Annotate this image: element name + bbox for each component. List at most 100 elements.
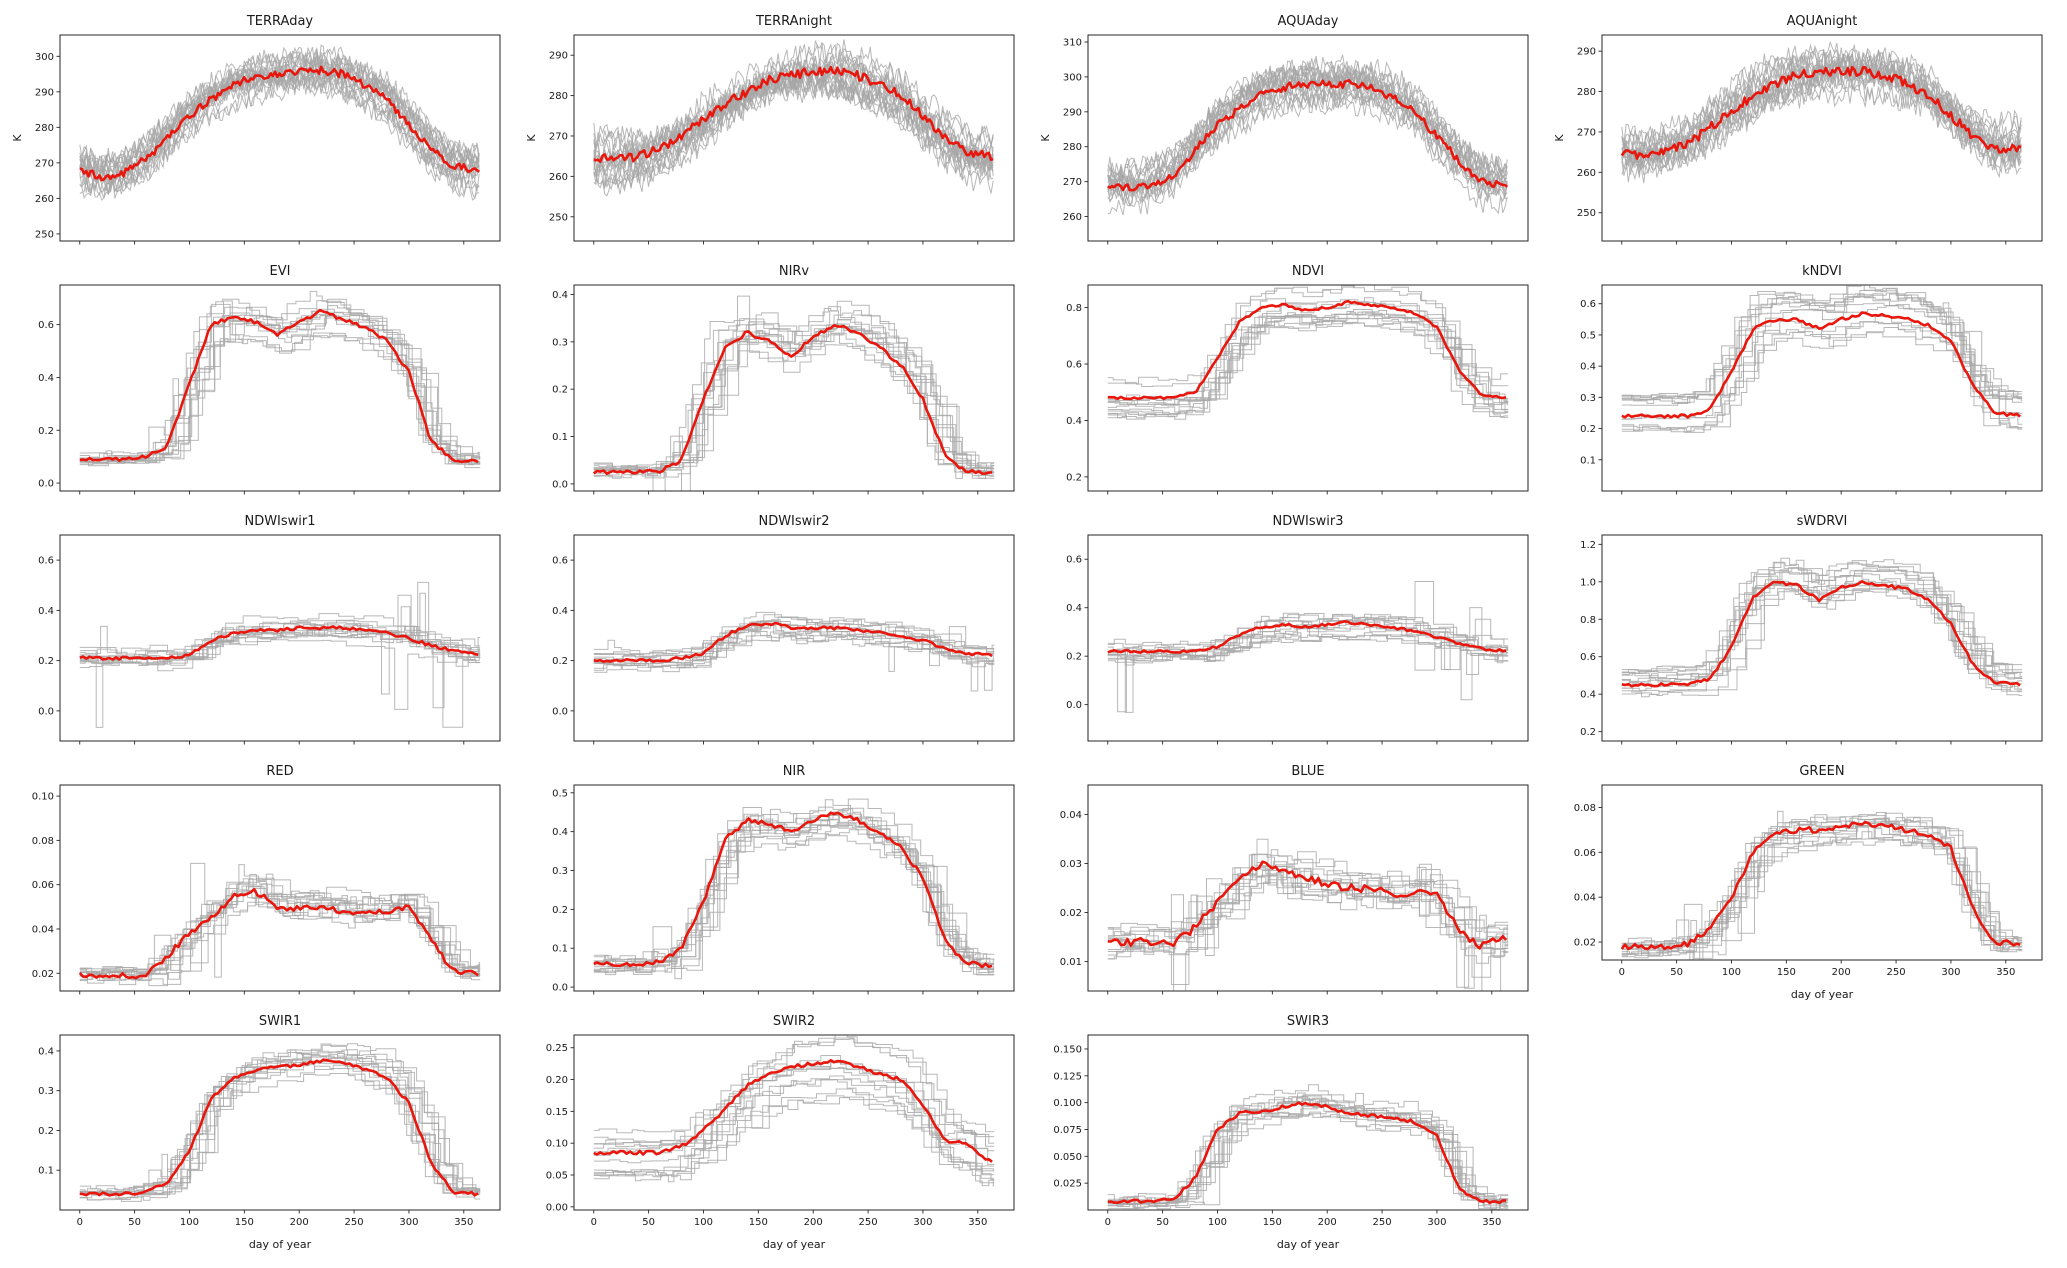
y-tick-label: 0.150 xyxy=(1053,1044,1082,1055)
ensemble-line xyxy=(79,1065,481,1199)
ensemble-line xyxy=(1107,866,1509,988)
mean-line xyxy=(593,621,993,664)
ensemble-line xyxy=(593,829,995,975)
y-axis-label: K xyxy=(1039,134,1052,142)
ensemble-line xyxy=(1107,862,1509,950)
ensemble-line xyxy=(593,1061,995,1187)
x-tick-label: 200 xyxy=(290,1217,309,1228)
axes-box xyxy=(59,284,501,492)
ensemble-line xyxy=(1621,321,2023,427)
axes-box xyxy=(1601,34,2043,242)
ensemble-line xyxy=(593,1065,995,1147)
y-tick-label: 0.05 xyxy=(546,1171,568,1182)
plot-lines xyxy=(593,1035,995,1187)
chart-title: sWDRVI xyxy=(1797,514,1848,529)
y-tick-label: 280 xyxy=(1063,142,1082,153)
ensemble-line xyxy=(593,611,995,667)
axes-box xyxy=(1601,784,2043,961)
y-tick-label: 0.050 xyxy=(1053,1152,1082,1163)
subplot-TERRAday: 250 260 270 280 290 300 TERRAday K xyxy=(8,10,508,254)
x-tick-label: 0 xyxy=(77,1217,83,1228)
y-tick-label: 0.6 xyxy=(38,320,54,331)
plot-lines xyxy=(79,581,481,728)
mean-line xyxy=(1620,820,2021,951)
x-tick-label: 350 xyxy=(454,1217,473,1228)
subplot-SWIR1: 0.1 0.2 0.3 0.4 0 50 100 150 200 250 300 350 SWIR1 da… xyxy=(8,1010,508,1254)
ensemble-line xyxy=(79,1061,481,1194)
chart-title: GREEN xyxy=(1799,764,1844,779)
y-tick-label: 270 xyxy=(1577,127,1596,138)
ensemble-line xyxy=(593,323,995,477)
plot-lines xyxy=(1107,54,1509,216)
y-tick-label: 0.8 xyxy=(1580,615,1596,626)
chart-title: SWIR2 xyxy=(773,1014,815,1029)
ensemble-line xyxy=(79,613,481,655)
y-tick-label: 0.1 xyxy=(38,1166,54,1177)
x-tick-label: 250 xyxy=(859,1217,878,1228)
plot-lines xyxy=(593,798,995,980)
plot-lines xyxy=(593,611,995,692)
y-tick-label: 260 xyxy=(1577,168,1596,179)
y-tick-label: 0.06 xyxy=(32,880,54,891)
mean-line xyxy=(1107,620,1507,654)
ensemble-line xyxy=(593,1079,995,1187)
y-tick-label: 0.4 xyxy=(1066,416,1082,427)
chart-svg-NDWIswir3: 0.0 0.2 0.4 0.6 NDWIswir3 xyxy=(1066,514,1529,745)
x-tick-label: 200 xyxy=(1318,1217,1337,1228)
ensemble-line xyxy=(79,889,481,980)
ensemble-line xyxy=(79,73,480,196)
x-tick-label: 50 xyxy=(128,1217,141,1228)
ensemble-line xyxy=(593,820,995,969)
ensemble-line xyxy=(593,1095,995,1184)
x-tick-label: 150 xyxy=(235,1217,254,1228)
x-tick-label: 100 xyxy=(180,1217,199,1228)
y-tick-label: 250 xyxy=(35,229,54,240)
ensemble-line xyxy=(1621,285,2023,400)
y-tick-label: 0.10 xyxy=(546,1139,568,1150)
chart-svg-SWIR2: 0.00 0.05 0.10 0.15 0.20 0.25 0 50 100 150 200 250 3… xyxy=(546,1014,1015,1251)
y-tick-label: 0.2 xyxy=(1580,727,1596,738)
chart-svg-AQUAnight: 250 260 270 280 290 AQUAnight K xyxy=(1553,14,2043,245)
ensemble-line xyxy=(593,826,995,976)
y-tick-label: 0.6 xyxy=(1580,652,1596,663)
y-tick-label: 0.6 xyxy=(38,556,54,567)
mean-line xyxy=(79,308,479,464)
x-tick-label: 0 xyxy=(591,1217,597,1228)
ensemble-line xyxy=(593,622,995,657)
plot-lines xyxy=(1621,557,2023,698)
y-tick-label: 0.00 xyxy=(546,1202,568,1213)
y-tick-label: 0.3 xyxy=(1580,393,1596,404)
y-tick-label: 0.04 xyxy=(32,924,54,935)
y-tick-label: 280 xyxy=(35,123,54,134)
chart-svg-BLUE: 0.01 0.02 0.03 0.04 BLUE xyxy=(1060,764,1529,995)
ensemble-line xyxy=(1621,580,2023,696)
y-tick-label: 0.4 xyxy=(552,827,568,838)
y-tick-label: 0.0 xyxy=(552,479,568,490)
x-tick-label: 300 xyxy=(913,1217,932,1228)
y-tick-label: 0.02 xyxy=(1574,938,1596,949)
chart-svg-GREEN: 0.02 0.04 0.06 0.08 0 50 100 150 200 250 300 350 GRE… xyxy=(1574,764,2043,1001)
axes-box xyxy=(1087,284,1529,492)
chart-svg-NDVI: 0.2 0.4 0.6 0.8 NDVI xyxy=(1066,264,1529,495)
x-axis-label: day of year xyxy=(763,1238,826,1251)
ensemble-line xyxy=(79,620,481,657)
x-tick-label: 100 xyxy=(1208,1217,1227,1228)
ensemble-line xyxy=(593,344,995,479)
mean-line xyxy=(79,1058,479,1197)
ensemble-line xyxy=(1621,589,2023,698)
ensemble-line xyxy=(1621,835,2023,953)
ensemble-line xyxy=(593,806,995,976)
ensemble-line xyxy=(1621,57,2022,166)
x-tick-label: 250 xyxy=(1887,967,1906,978)
ensemble-line xyxy=(1621,820,2023,947)
chart-title: BLUE xyxy=(1291,764,1324,779)
axes-box xyxy=(573,284,1015,492)
mean-line xyxy=(1620,65,2022,160)
chart-svg-RED: 0.02 0.04 0.06 0.08 0.10 RED xyxy=(32,764,501,995)
subplot-BLUE: 0.01 0.02 0.03 0.04 BLUE xyxy=(1036,760,1536,1004)
y-tick-label: 0.03 xyxy=(1060,859,1082,870)
ensemble-line xyxy=(1621,47,2022,156)
y-tick-label: 0.4 xyxy=(1580,690,1596,701)
mean-line xyxy=(593,65,994,163)
y-tick-label: 0.4 xyxy=(38,1046,54,1057)
